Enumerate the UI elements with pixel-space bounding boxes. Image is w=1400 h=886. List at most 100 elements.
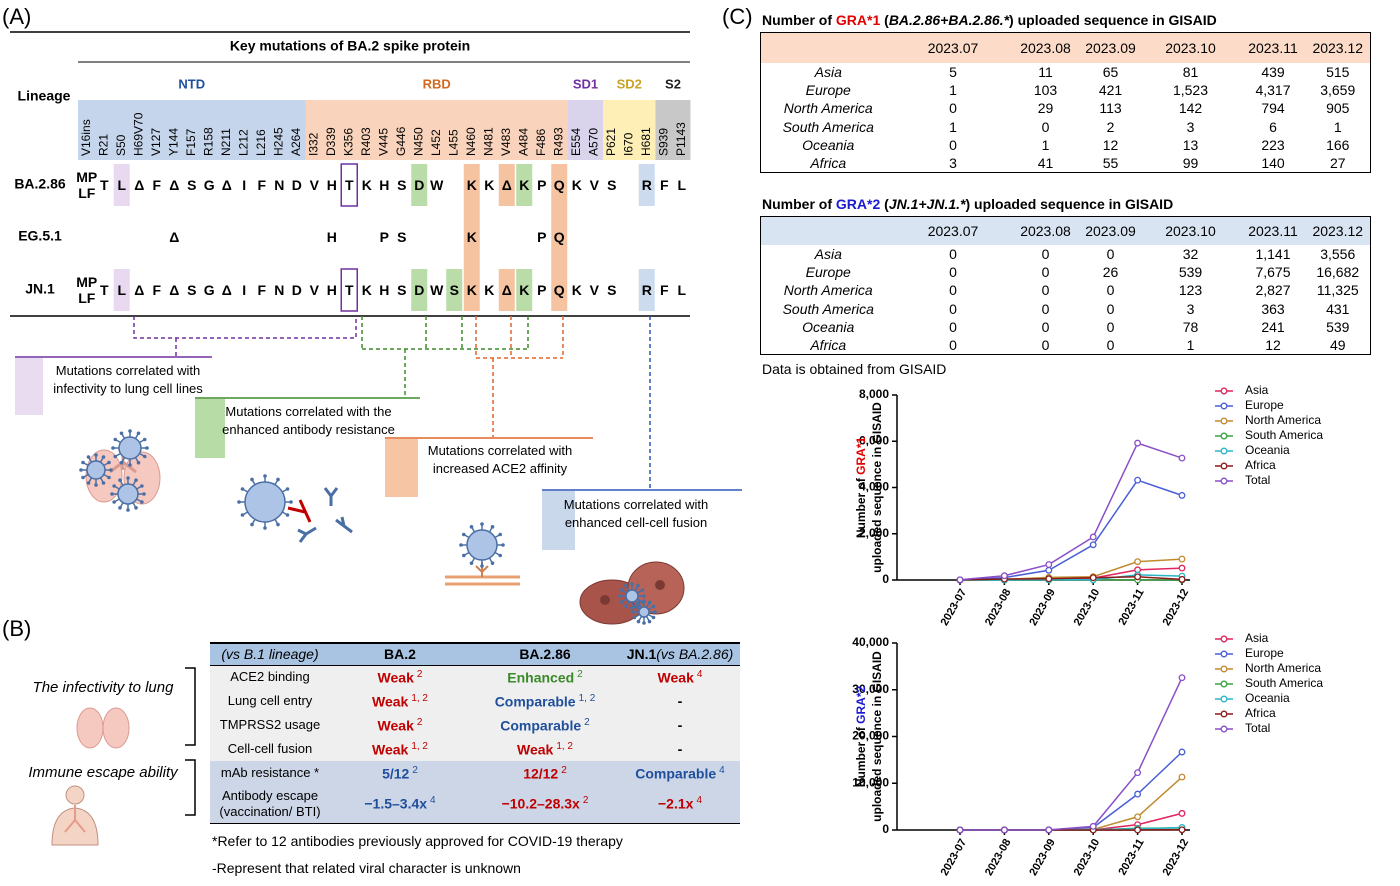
icon <box>94 453 98 457</box>
data-point <box>1134 790 1142 798</box>
y-tick-label: 0 <box>882 572 889 586</box>
swatch <box>385 439 418 497</box>
icon <box>618 594 622 598</box>
icon <box>289 500 293 504</box>
residue: P <box>537 229 547 245</box>
footnote: -Represent that related viral character … <box>212 860 521 876</box>
annotation: Mutations correlated with infectivity to… <box>53 363 203 396</box>
value-cell: 794 <box>1261 100 1285 117</box>
icon <box>83 473 89 478</box>
value-cell: 13 <box>1182 137 1199 154</box>
highlight <box>498 164 515 206</box>
virus-icon <box>237 474 293 530</box>
residue: P <box>379 229 389 245</box>
table-row: South America 0 0 0 3 363 431 <box>761 300 1371 318</box>
icon <box>88 457 93 463</box>
residue: S <box>449 282 459 298</box>
annotation: Mutations correlated with the enhanced a… <box>222 404 395 437</box>
icon <box>99 477 104 483</box>
icon <box>109 468 113 472</box>
y-tick-label: 6,000 <box>859 433 889 447</box>
icon <box>625 586 630 592</box>
position-label: N450 <box>411 127 425 156</box>
residue: Δ <box>169 177 180 193</box>
series-line <box>960 751 1183 831</box>
x-tick-label: 2023-09 <box>1027 587 1058 628</box>
y-axis-label: Number of GRA*1 <box>854 437 868 539</box>
panel-label: (C) <box>722 4 753 29</box>
position-label: K356 <box>341 128 355 156</box>
value-cell: - <box>620 689 740 713</box>
icon <box>101 455 106 459</box>
icon <box>134 478 138 482</box>
y-tick-label: 40,000 <box>852 635 889 649</box>
icon <box>65 785 85 805</box>
value-cell: 12 <box>1102 137 1119 154</box>
group-bracket <box>185 759 196 816</box>
legend-label: Europe <box>1245 398 1284 412</box>
icon <box>107 460 111 465</box>
residue: L <box>117 177 127 193</box>
title-part: GRA*1 <box>835 12 881 28</box>
header-row: (vs B.1 lineage) BA.2 BA.2.86 JN.1(vs BA.2.… <box>210 642 740 666</box>
value-cell: 55 <box>1102 155 1119 172</box>
value-cell: 3 <box>949 155 957 172</box>
icon <box>94 483 98 487</box>
value-cell: 3 <box>1186 300 1195 317</box>
value-cell: 11,325 <box>1316 282 1359 299</box>
icon <box>636 600 641 605</box>
residue: S <box>397 282 407 298</box>
data-point <box>1178 826 1186 834</box>
legend-marker <box>1220 402 1228 410</box>
row-label: TMPRSS2 usage <box>219 717 321 732</box>
icon <box>250 477 254 482</box>
residue: S <box>397 229 407 245</box>
icon <box>139 452 145 457</box>
value-text: Weak <box>657 669 694 686</box>
icon <box>244 481 286 523</box>
value-cell: 0 <box>1041 319 1050 336</box>
icon <box>464 534 470 539</box>
highlight <box>411 269 428 311</box>
icon <box>140 500 144 504</box>
title-part: Number of <box>762 196 836 212</box>
position-label: F157 <box>184 128 198 156</box>
line-chart: 0 10,000 20,000 30,000 40,000 2023-07 2023-08 2… <box>852 631 1323 878</box>
legend-marker <box>1220 432 1228 440</box>
icon <box>250 522 254 527</box>
data-point <box>1045 566 1053 574</box>
y-axis-label: Number of GRA*2 <box>854 686 868 788</box>
position-label: R403 <box>359 127 373 156</box>
title-part: ) uploaded sequence in GISAID <box>965 196 1174 212</box>
value-cell: 12 <box>1265 337 1281 354</box>
legend-marker <box>1220 665 1228 673</box>
label-part: uploaded sequence in GISAID <box>870 651 884 822</box>
icon <box>107 475 111 480</box>
icon <box>636 589 642 594</box>
residue: S <box>397 177 407 193</box>
virus-icon <box>111 429 149 467</box>
icon <box>281 488 288 493</box>
icon <box>119 460 124 465</box>
value-cell: 515 <box>1326 63 1350 80</box>
residue: V <box>589 177 599 193</box>
residue: K <box>466 282 477 298</box>
table-row: Asia 0 0 0 32 1,141 3,556 <box>761 245 1371 263</box>
title-part: JN.1+JN.1.* <box>888 196 966 212</box>
icon <box>81 475 85 480</box>
value-reference: 1, 2 <box>411 692 428 704</box>
position-label: Y144 <box>166 128 180 156</box>
residue: P <box>537 282 547 298</box>
icon <box>501 543 505 547</box>
position-label: D339 <box>324 127 338 156</box>
value-cell: 0 <box>1106 282 1115 299</box>
data-point <box>1178 491 1186 499</box>
value-cell: 5 <box>949 63 957 80</box>
value-cell: 421 <box>1098 82 1123 99</box>
position-label: V16ins <box>79 119 93 156</box>
value-cell: 81 <box>1182 63 1199 80</box>
highlight <box>463 164 480 311</box>
value-cell: 539 <box>1326 319 1350 336</box>
header-cell: 2023.10 <box>1165 222 1216 239</box>
icon <box>287 499 312 523</box>
